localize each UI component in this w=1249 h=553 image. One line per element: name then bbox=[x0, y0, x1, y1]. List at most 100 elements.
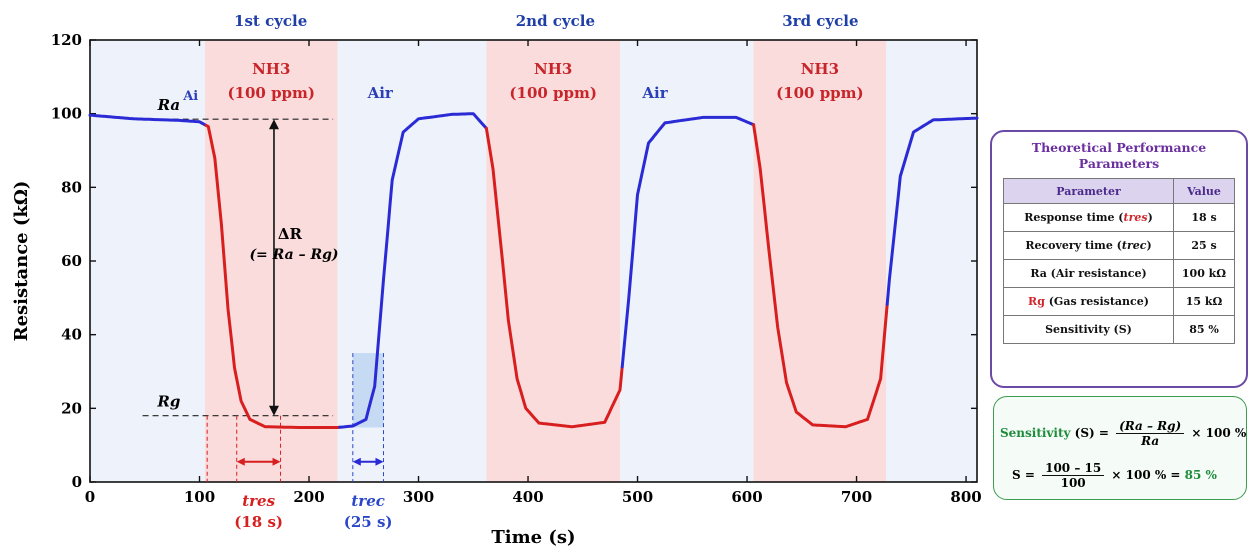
formula-eq1-left: (S) = bbox=[1070, 426, 1109, 440]
parameter-row: Response time (tres) 18 s bbox=[1003, 203, 1235, 232]
formula-eq2-mid: × 100 % = bbox=[1111, 468, 1181, 482]
parameter-text: Response time ( bbox=[1024, 211, 1124, 224]
value-text: 25 s bbox=[1191, 239, 1217, 252]
formula-eq1-numerator: (Ra – Rg) bbox=[1116, 419, 1185, 434]
formula-eq2-denominator: 100 bbox=[1060, 476, 1086, 490]
header-value: Value bbox=[1173, 178, 1235, 204]
x-tick-label: 700 bbox=[841, 488, 872, 506]
formula-eq2-left: S = bbox=[1012, 468, 1035, 482]
parameters-table: Parameter Value Response time (tres) 18 s… bbox=[1003, 178, 1235, 344]
t-rec-label: trec bbox=[351, 492, 385, 510]
delta-r-arrowhead-top bbox=[268, 119, 279, 130]
resistance-curve-air bbox=[885, 116, 979, 306]
parameter-text: Recovery time ( bbox=[1025, 239, 1122, 252]
y-tick-label: 120 bbox=[51, 31, 82, 49]
x-tick-label: 0 bbox=[85, 488, 95, 506]
parameter-text: Sensitivity (S) bbox=[1045, 323, 1132, 336]
resistance-curve-air bbox=[620, 115, 756, 369]
parameter-name: Ra (Air resistance) bbox=[1003, 259, 1174, 288]
parameter-name: Recovery time (trec) bbox=[1003, 231, 1174, 260]
parameter-row: Rg (Gas resistance) 15 kΩ bbox=[1003, 287, 1235, 316]
y-tick-label: 100 bbox=[51, 105, 82, 123]
y-tick-label: 60 bbox=[61, 252, 82, 270]
parameter-text: Rg bbox=[1028, 295, 1045, 308]
resistance-curve-air bbox=[88, 113, 208, 127]
value-text: 15 kΩ bbox=[1185, 295, 1223, 308]
x-tick-label: 500 bbox=[622, 488, 653, 506]
parameter-row: Sensitivity (S) 85 % bbox=[1003, 315, 1235, 344]
cycle-label: 1st cycle bbox=[234, 12, 307, 30]
air-label: Air bbox=[367, 84, 394, 102]
y-tick-label: 40 bbox=[61, 326, 82, 344]
delta-r-definition: (= Ra – Rg) bbox=[249, 247, 338, 263]
nh3-concentration-label: (100 ppm) bbox=[227, 84, 315, 102]
x-axis-label: Time (s) bbox=[491, 527, 575, 548]
parameter-text: ) bbox=[1146, 239, 1152, 252]
sensitivity-formula-box: Sensitivity (S) = (Ra – Rg) Ra × 100 % S… bbox=[993, 396, 1247, 500]
t-res-label: tres bbox=[242, 492, 275, 510]
resistance-curve-air bbox=[338, 112, 488, 429]
header-parameter: Parameter bbox=[1003, 178, 1174, 204]
delta-r-label: ΔR bbox=[278, 225, 303, 243]
performance-parameters-panel: Theoretical Performance Parameters Param… bbox=[990, 130, 1248, 388]
t-rec-arrowhead-left bbox=[352, 457, 361, 466]
formula-eq2-result: 85 % bbox=[1184, 468, 1217, 482]
parameter-value: 15 kΩ bbox=[1173, 287, 1235, 316]
resistance-chart: 0 100 200 300 400 500 600 700 800 0 20 40 60 80 100 120… bbox=[11, 12, 982, 548]
t-res-arrowhead-left bbox=[236, 457, 245, 466]
t-res-arrowhead-right bbox=[272, 457, 281, 466]
air-label-small: Ai bbox=[182, 89, 198, 104]
cycle-label: 3rd cycle bbox=[782, 12, 858, 30]
parameter-symbol: trec bbox=[1121, 239, 1147, 252]
y-tick-label: 0 bbox=[72, 473, 82, 491]
nh3-label: NH3 bbox=[534, 60, 572, 78]
rg-label: Rg bbox=[156, 393, 180, 411]
x-tick-label: 600 bbox=[731, 488, 762, 506]
value-text: 100 kΩ bbox=[1181, 267, 1227, 280]
parameter-name: Response time (tres) bbox=[1003, 203, 1174, 232]
nh3-region bbox=[753, 40, 887, 482]
formula-eq2-numerator: 100 – 15 bbox=[1042, 461, 1105, 476]
parameter-name: Rg (Gas resistance) bbox=[1003, 287, 1174, 316]
x-tick-label: 300 bbox=[403, 488, 434, 506]
formula-fraction-1: (Ra – Rg) Ra bbox=[1116, 419, 1185, 448]
parameter-value: 100 kΩ bbox=[1173, 259, 1235, 288]
t-rec-value: (25 s) bbox=[344, 513, 393, 531]
cycle-label: 2nd cycle bbox=[516, 12, 595, 30]
air-label: Air bbox=[641, 84, 668, 102]
parameter-row: Ra (Air resistance) 100 kΩ bbox=[1003, 259, 1235, 288]
t-rec-arrowhead-right bbox=[375, 457, 384, 466]
y-tick-label: 20 bbox=[61, 399, 82, 417]
x-tick-label: 400 bbox=[512, 488, 543, 506]
formula-eq1-right: × 100 % bbox=[1191, 426, 1247, 440]
parameter-value: 25 s bbox=[1173, 231, 1235, 260]
formula-eq1-denominator: Ra bbox=[1141, 434, 1160, 448]
t-res-value: (18 s) bbox=[234, 513, 283, 531]
parameter-row: Recovery time (trec) 25 s bbox=[1003, 231, 1235, 260]
value-text: 85 % bbox=[1189, 323, 1219, 336]
nh3-label: NH3 bbox=[801, 60, 839, 78]
x-tick-label: 100 bbox=[184, 488, 215, 506]
y-axis-label: Resistance (kΩ) bbox=[11, 181, 32, 342]
delta-r-arrowhead-bottom bbox=[268, 405, 279, 416]
nh3-concentration-label: (100 ppm) bbox=[776, 84, 864, 102]
sensitivity-label: Sensitivity bbox=[1000, 426, 1071, 440]
nh3-label: NH3 bbox=[252, 60, 290, 78]
sensitivity-calculation: S = 100 – 15 100 × 100 % = 85 % bbox=[1012, 461, 1217, 490]
resistance-curve-gas bbox=[204, 123, 342, 429]
ra-label: Ra bbox=[157, 96, 181, 114]
nh3-region bbox=[486, 40, 621, 482]
nh3-concentration-label: (100 ppm) bbox=[509, 84, 597, 102]
y-tick-label: 80 bbox=[61, 178, 82, 196]
parameter-symbol: tres bbox=[1123, 211, 1148, 224]
x-tick-label: 800 bbox=[950, 488, 981, 506]
parameter-text: Ra (Air resistance) bbox=[1030, 267, 1147, 280]
parameter-text: (Gas resistance) bbox=[1044, 295, 1149, 308]
parameter-value: 85 % bbox=[1173, 315, 1235, 344]
x-tick-label: 200 bbox=[293, 488, 324, 506]
resistance-curve-gas bbox=[752, 123, 889, 429]
parameter-text: ) bbox=[1147, 211, 1153, 224]
parameter-value: 18 s bbox=[1173, 203, 1235, 232]
panel-title: Theoretical Performance Parameters bbox=[1031, 140, 1207, 171]
parameter-name: Sensitivity (S) bbox=[1003, 315, 1174, 344]
